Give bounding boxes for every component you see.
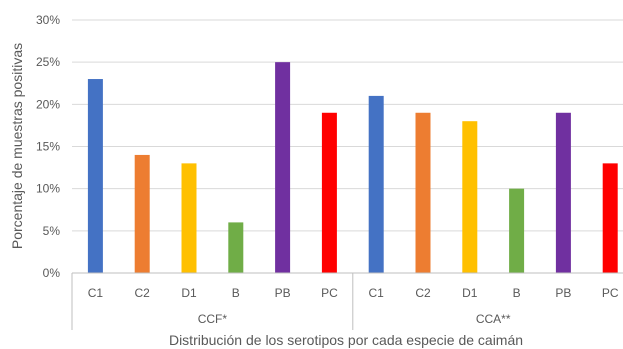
x-tick-label: PC: [602, 286, 619, 300]
y-tick-label: 0%: [43, 266, 61, 280]
y-axis-ticks: 0% 5% 10% 15% 20% 25% 30%: [36, 13, 60, 280]
y-tick-label: 20%: [36, 97, 60, 111]
group-label: CCF*: [198, 312, 228, 326]
x-tick-label: C1: [88, 286, 104, 300]
x-tick-label: PC: [321, 286, 338, 300]
x-tick-label: C2: [415, 286, 431, 300]
y-tick-label: 10%: [36, 182, 60, 196]
bar-cca-b: [509, 188, 525, 273]
bar-cca-c1: [368, 95, 384, 274]
bar-cca-c2: [415, 112, 431, 274]
bar-cca-pc: [602, 163, 618, 273]
bar-cca-pb: [555, 112, 571, 274]
gridlines: [72, 19, 623, 274]
x-tick-label: C1: [369, 286, 385, 300]
x-axis-title: Distribución de los serotipos por cada e…: [169, 332, 523, 348]
y-tick-label: 30%: [36, 13, 60, 27]
x-tick-label: PB: [275, 286, 291, 300]
bar-ccf-pb: [275, 62, 291, 273]
x-tick-label: B: [513, 286, 521, 300]
bar-cca-d1: [462, 121, 478, 273]
bar-ccf-d1: [181, 163, 197, 273]
y-tick-label: 5%: [43, 224, 61, 238]
x-tick-label: D1: [181, 286, 197, 300]
bar-ccf-pc: [321, 112, 337, 274]
group-label: CCA**: [476, 312, 511, 326]
bar-ccf-b: [228, 222, 244, 273]
x-axis: C1 C2 D1 B PB PC C1 C2 D1 B PB PC CCF* CCA**: [71, 272, 623, 330]
x-tick-label: PB: [555, 286, 571, 300]
y-tick-label: 15%: [36, 140, 60, 154]
bars: [87, 62, 618, 274]
bar-ccf-c1: [87, 79, 103, 274]
x-tick-label: D1: [462, 286, 478, 300]
y-tick-label: 25%: [36, 55, 60, 69]
bar-ccf-c2: [134, 154, 150, 273]
y-axis-title: Porcentaje de muestras positivas: [9, 43, 25, 249]
x-tick-label: B: [232, 286, 240, 300]
x-tick-label: C2: [135, 286, 151, 300]
